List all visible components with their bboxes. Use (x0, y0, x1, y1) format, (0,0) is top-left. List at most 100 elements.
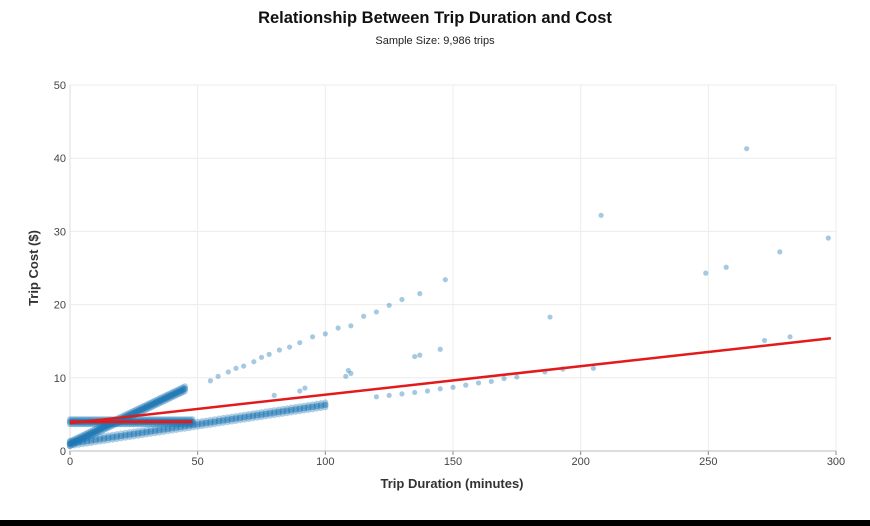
band-point (296, 408, 303, 415)
trend-lines (69, 337, 832, 425)
data-point (761, 337, 768, 344)
band-point (305, 406, 312, 413)
band-point (139, 432, 146, 439)
data-point (501, 375, 507, 382)
data-point (266, 351, 272, 357)
data-point (514, 374, 520, 380)
band-point (207, 421, 214, 428)
band-point (211, 421, 218, 428)
band-point (177, 426, 184, 433)
data-point (417, 352, 423, 358)
band-point (181, 425, 188, 432)
band-point (130, 433, 137, 440)
band-point (181, 388, 188, 395)
band-point (143, 431, 150, 438)
band-point (190, 424, 197, 431)
data-point (348, 370, 354, 377)
x-tick-label: 100 (316, 456, 334, 468)
band-point (245, 416, 252, 423)
band-point (152, 430, 159, 437)
data-point (463, 382, 469, 388)
y-tick-label: 30 (54, 226, 66, 238)
band-point (241, 416, 248, 423)
band-point (109, 436, 116, 443)
band-point (105, 437, 112, 444)
band-point (164, 428, 171, 435)
data-point (488, 378, 494, 385)
band-point (258, 414, 265, 421)
data-point (703, 270, 709, 276)
x-tick-label: 200 (571, 456, 589, 468)
band-point (228, 418, 235, 425)
band-point (173, 427, 180, 434)
band-point (249, 415, 256, 422)
band-point (118, 435, 125, 442)
data-point (297, 388, 303, 394)
band-point (322, 404, 329, 411)
band-point (181, 383, 188, 390)
band-point (92, 439, 99, 446)
data-point (598, 212, 604, 218)
band-point (84, 440, 91, 447)
data-point (787, 334, 793, 340)
data-point (825, 235, 831, 241)
band-point (135, 432, 142, 439)
grid-lines (69, 84, 837, 455)
regression-line (69, 337, 832, 425)
x-tick-label: 300 (827, 456, 845, 468)
data-point (335, 325, 341, 331)
data-point (412, 353, 418, 360)
band-point (67, 443, 73, 450)
data-point (215, 373, 221, 379)
data-point (399, 391, 405, 397)
band-point (88, 439, 95, 446)
data-point (225, 369, 231, 375)
x-tick-label: 250 (699, 456, 717, 468)
data-point (241, 363, 247, 369)
data-point (297, 340, 303, 346)
data-point (412, 389, 418, 396)
data-point (271, 392, 277, 398)
x-tick-label: 0 (67, 456, 73, 468)
band-point (313, 405, 320, 412)
y-tick-label: 0 (60, 446, 66, 458)
chart-subtitle: Sample Size: 9,986 trips (375, 35, 495, 47)
data-point (251, 359, 257, 365)
band-point (284, 410, 291, 417)
data-point (345, 367, 351, 374)
band-point (198, 423, 205, 430)
data-point (322, 331, 328, 337)
data-point (302, 385, 308, 391)
data-point (547, 314, 553, 320)
band-point (122, 434, 129, 441)
chart-title: Relationship Between Trip Duration and C… (258, 9, 612, 27)
data-point (437, 386, 443, 392)
band-point (215, 420, 222, 427)
band-point (203, 422, 210, 429)
data-point (373, 309, 379, 315)
y-tick-label: 50 (54, 80, 66, 92)
data-point (417, 291, 423, 297)
band-point (279, 410, 286, 417)
band-point (292, 408, 299, 415)
x-tick-label: 50 (192, 456, 204, 468)
data-point (386, 392, 392, 398)
band-point (271, 412, 278, 419)
band-point (220, 419, 227, 426)
band-point (169, 427, 176, 434)
band-point (224, 419, 231, 426)
y-axis-label: Trip Cost ($) (26, 230, 41, 306)
band-point (309, 406, 316, 413)
data-point (361, 313, 367, 319)
band-point (101, 438, 108, 445)
band-point (262, 413, 269, 420)
band-point (96, 438, 103, 445)
data-point (286, 344, 293, 350)
data-point (723, 264, 729, 270)
band-point (288, 409, 295, 416)
band-point (322, 401, 329, 409)
band-point (232, 417, 239, 424)
band-point (254, 414, 261, 421)
data-point (373, 394, 379, 400)
